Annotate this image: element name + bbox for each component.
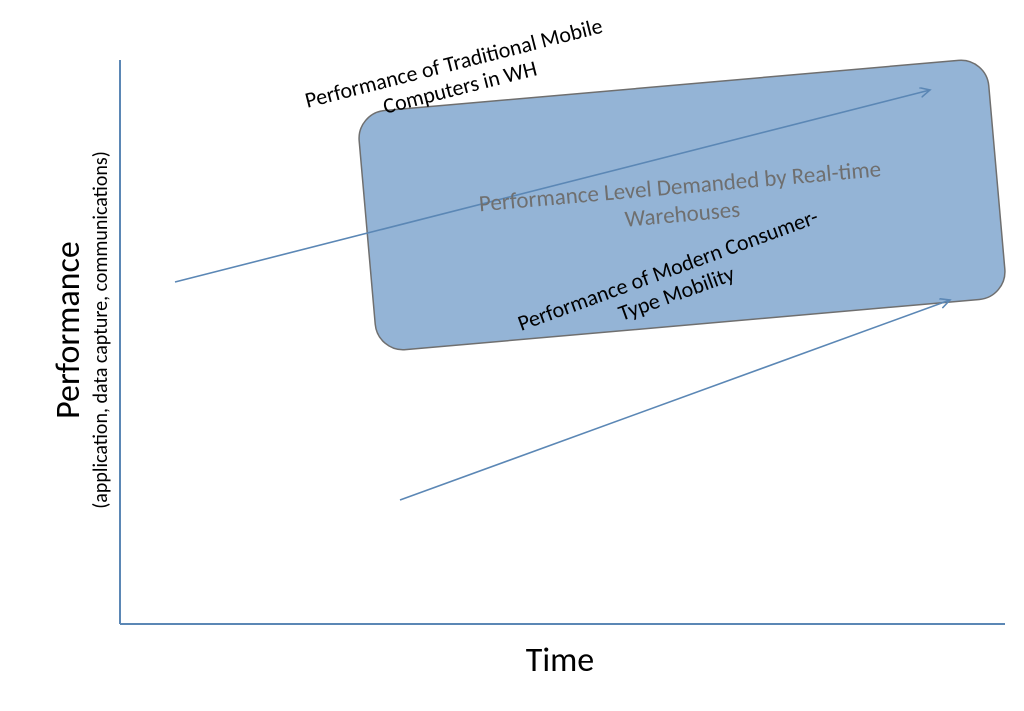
x-axis-label: Time <box>450 640 670 681</box>
y-axis-label-main: Performance <box>48 70 89 590</box>
y-axis-label: Performance (application, data capture, … <box>48 70 113 590</box>
y-axis-label-sub: (application, data capture, communicatio… <box>89 70 113 590</box>
diagram-stage: Performance (application, data capture, … <box>0 0 1024 711</box>
